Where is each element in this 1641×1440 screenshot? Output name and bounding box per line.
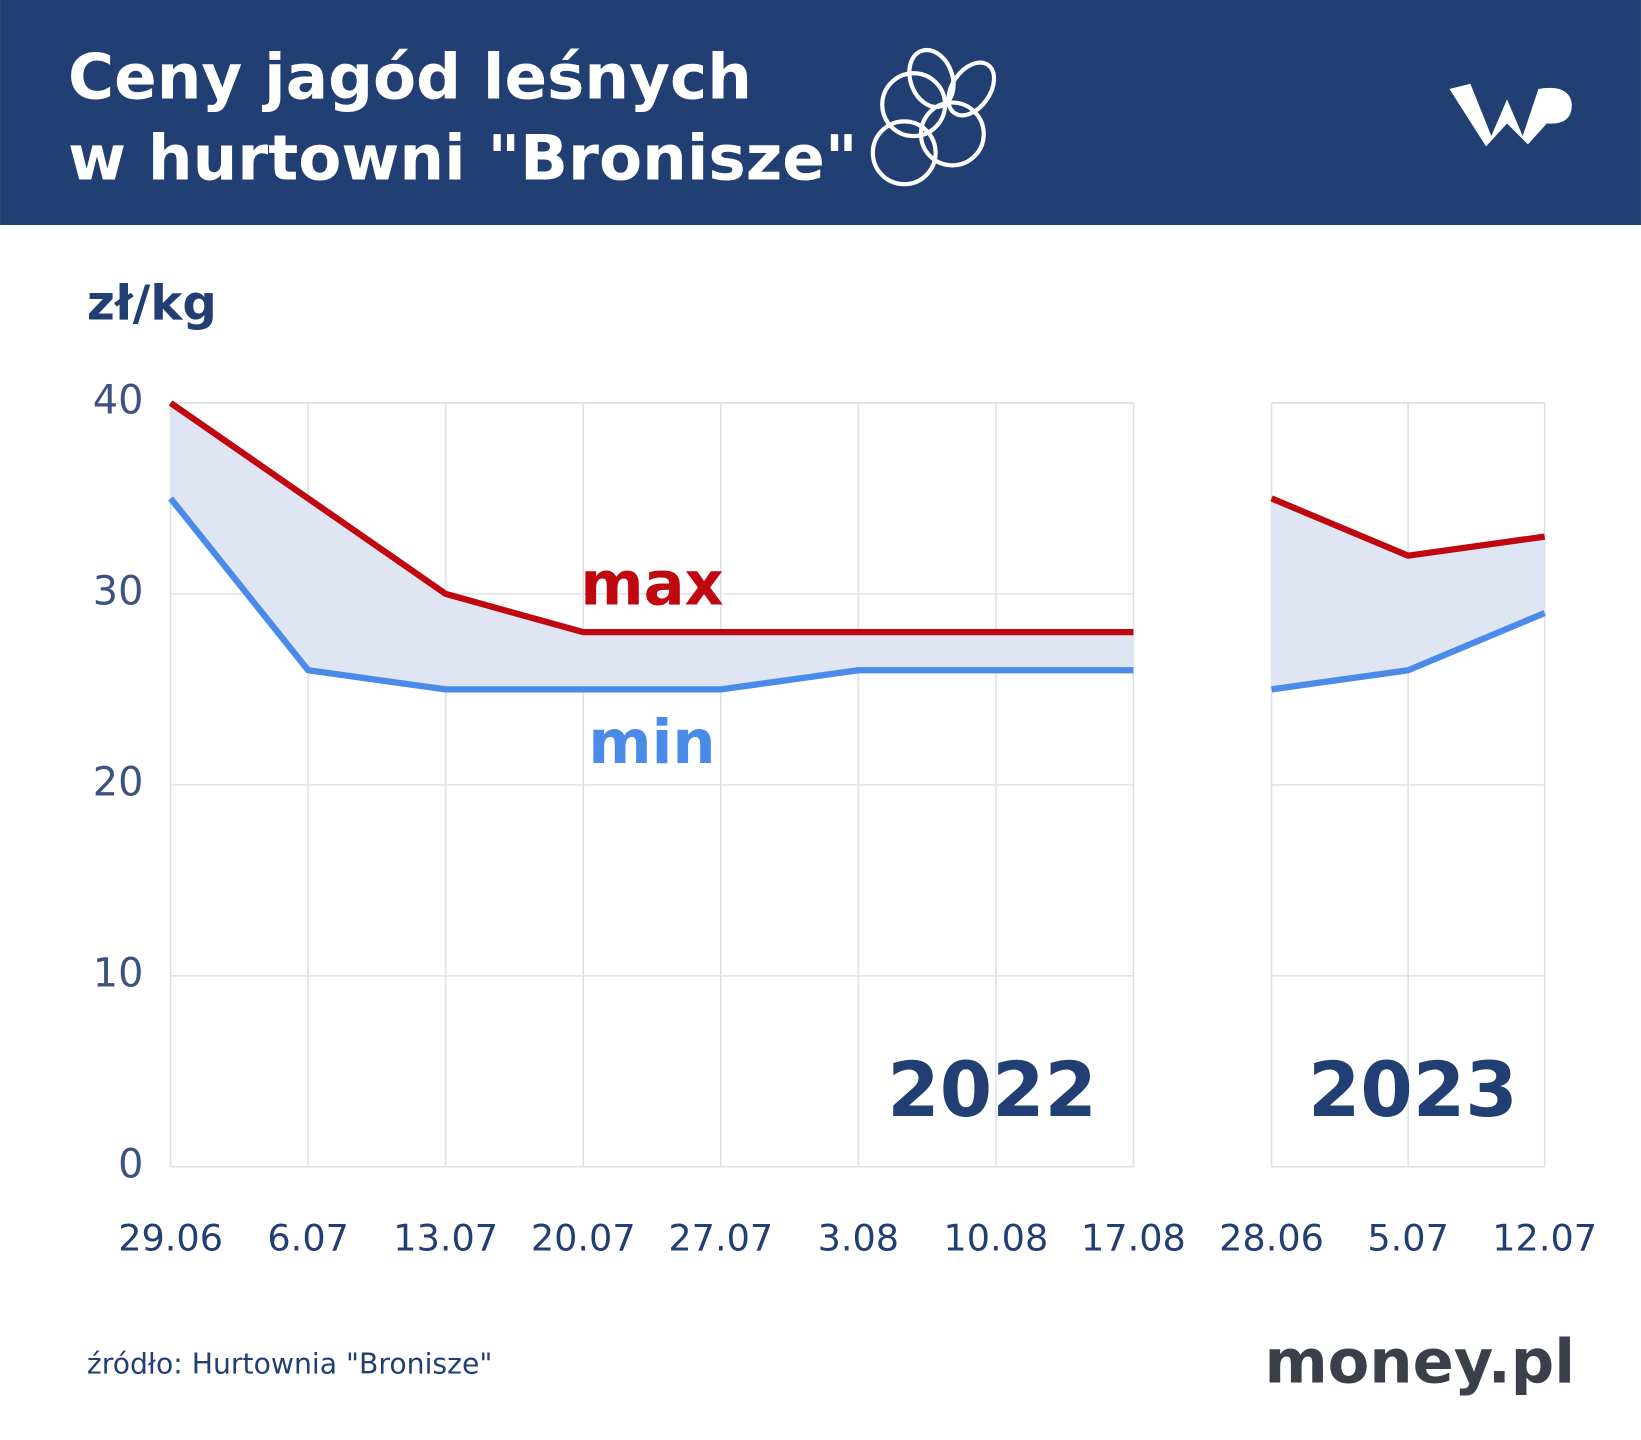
x-tick-label: 10.08 bbox=[943, 1217, 1048, 1260]
source-note: źródło: Hurtownia "Bronisze" bbox=[87, 1348, 492, 1381]
x-tick-label: 12.07 bbox=[1492, 1217, 1597, 1260]
wp-logo bbox=[1449, 83, 1572, 147]
header-bar bbox=[0, 0, 1641, 225]
series-label: min bbox=[588, 708, 715, 778]
berry-icon bbox=[870, 47, 997, 187]
y-axis-label: zł/kg bbox=[87, 276, 217, 332]
series-line bbox=[1271, 610, 1546, 693]
x-tick-label: 5.07 bbox=[1367, 1217, 1449, 1260]
y-tick-label: 10 bbox=[93, 950, 144, 996]
series-line bbox=[168, 400, 1134, 636]
series-line bbox=[168, 496, 1134, 693]
x-tick-label: 3.08 bbox=[818, 1217, 900, 1260]
y-tick-label: 30 bbox=[93, 568, 144, 614]
x-tick-label: 17.08 bbox=[1081, 1217, 1186, 1260]
x-tick-label: 27.07 bbox=[668, 1217, 773, 1260]
y-tick-label: 0 bbox=[118, 1141, 143, 1187]
series-line bbox=[1270, 495, 1546, 559]
panel-year-label: 2023 bbox=[1308, 1046, 1518, 1134]
x-tick-label: 6.07 bbox=[267, 1217, 349, 1260]
y-tick-label: 40 bbox=[93, 377, 144, 423]
x-tick-label: 20.07 bbox=[531, 1217, 636, 1260]
y-tick-label: 20 bbox=[93, 759, 144, 805]
title-line: Ceny jagód leśnych bbox=[68, 41, 752, 114]
brand-logo: money.pl bbox=[1264, 1327, 1575, 1397]
panel-year-label: 2022 bbox=[887, 1046, 1097, 1134]
series-label: max bbox=[580, 550, 723, 620]
title-line: w hurtowni "Bronisze" bbox=[68, 121, 858, 194]
x-tick-label: 28.06 bbox=[1219, 1217, 1324, 1260]
range-band bbox=[170, 402, 1134, 690]
x-tick-label: 13.07 bbox=[393, 1217, 498, 1260]
x-tick-label: 29.06 bbox=[118, 1217, 223, 1260]
